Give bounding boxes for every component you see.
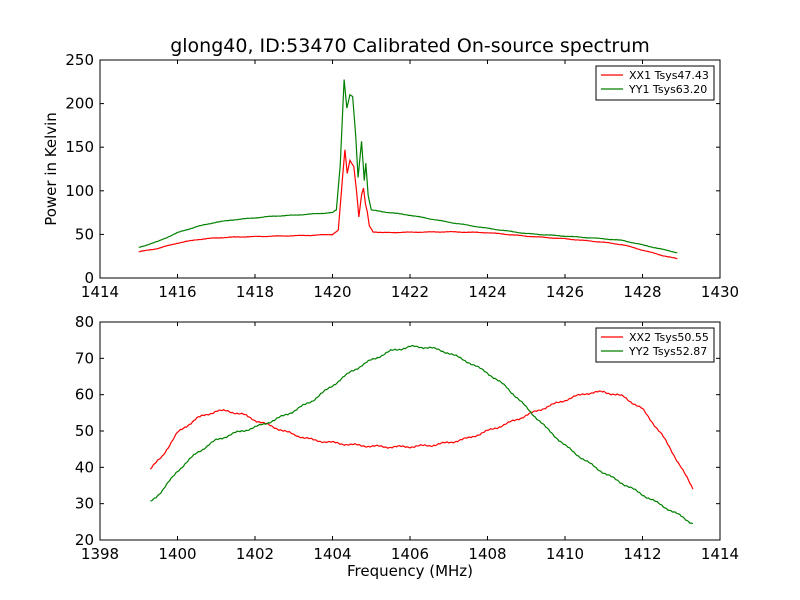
y-tick-label: 100 xyxy=(65,182,94,200)
y-tick-label: 250 xyxy=(65,51,94,69)
x-tick-label: 1414 xyxy=(81,283,119,301)
y-tick-label: 60 xyxy=(75,386,94,404)
x-tick-label: 1430 xyxy=(701,283,739,301)
series-line-1-2 xyxy=(138,79,678,254)
x-axis-label: Frequency (MHz) xyxy=(347,562,473,580)
legend-box xyxy=(595,65,715,101)
x-tick-label: 1398 xyxy=(81,545,119,563)
y-tick-label: 50 xyxy=(75,422,94,440)
x-tick-label: 1416 xyxy=(158,283,196,301)
legend-label: XX2 Tsys50.55 xyxy=(629,331,709,344)
chart-title: glong40, ID:53470 Calibrated On-source s… xyxy=(170,35,650,57)
series-line-1-1 xyxy=(138,149,678,260)
y-tick-label: 200 xyxy=(65,95,94,113)
series-line-2-2 xyxy=(150,344,694,525)
y-tick-label: 150 xyxy=(65,138,94,156)
bottom-panel: 1398 1400 1402 1404 1406 1408 1410 1412 1414 20 30… xyxy=(75,313,739,563)
y-tick-label: 40 xyxy=(75,458,94,476)
x-tick-label: 1408 xyxy=(468,545,506,563)
x-tick-label: 1418 xyxy=(236,283,274,301)
y-tick-label: 30 xyxy=(75,495,94,513)
legend-label: XX1 Tsys47.43 xyxy=(629,69,709,82)
y-axis-label: Power in Kelvin xyxy=(42,112,60,226)
x-tick-label: 1422 xyxy=(391,283,429,301)
y-tick-label: 20 xyxy=(75,531,94,549)
y-tick-label: 70 xyxy=(75,349,94,367)
x-tick-label: 1404 xyxy=(313,545,351,563)
x-tick-label: 1424 xyxy=(468,283,506,301)
legend-label: YY1 Tsys63.20 xyxy=(628,83,707,96)
x-tick-label: 1412 xyxy=(623,545,661,563)
x-tick-label: 1410 xyxy=(546,545,584,563)
top-panel: 1414 1416 1418 1420 1422 1424 1426 1428 1430 0 50 1… xyxy=(65,51,739,301)
legend-label: YY2 Tsys52.87 xyxy=(628,345,707,358)
x-tick-label: 1400 xyxy=(158,545,196,563)
y-tick-label: 80 xyxy=(75,313,94,331)
x-tick-label: 1414 xyxy=(701,545,739,563)
x-tick-label: 1420 xyxy=(313,283,351,301)
y-tick-label: 50 xyxy=(75,225,94,243)
y-tick-label: 0 xyxy=(84,269,94,287)
x-tick-label: 1426 xyxy=(546,283,584,301)
x-tick-label: 1406 xyxy=(391,545,429,563)
x-tick-label: 1428 xyxy=(623,283,661,301)
x-tick-label: 1402 xyxy=(236,545,274,563)
legend-box xyxy=(595,327,715,363)
series-line-2-1 xyxy=(149,390,694,490)
